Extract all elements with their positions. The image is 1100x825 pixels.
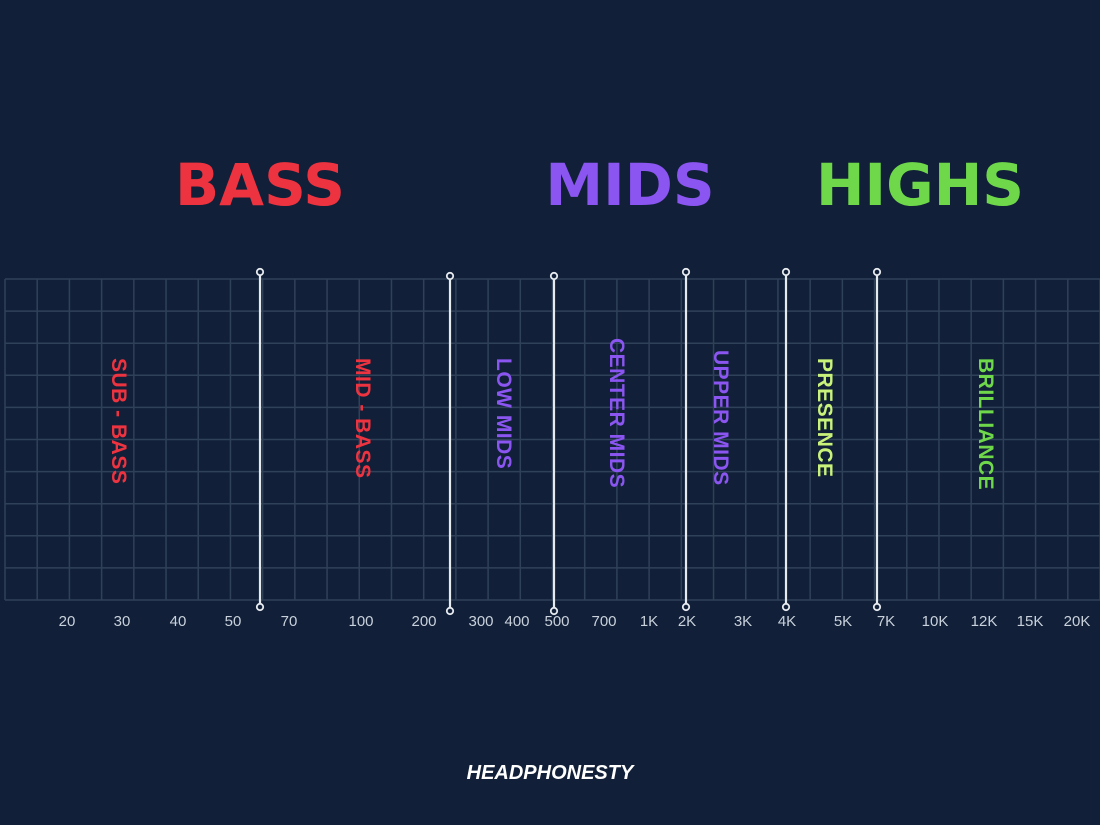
- tick-label: 300: [468, 613, 494, 630]
- tick-label: 40: [169, 613, 187, 630]
- band-divider-handle: [681, 267, 691, 277]
- tick-label: 70: [280, 613, 298, 630]
- mids-heading: MIDS: [545, 151, 715, 219]
- band-divider-handle: [255, 602, 265, 612]
- tick-label: 10K: [921, 613, 949, 630]
- band-divider-handle: [681, 602, 691, 612]
- band-divider-handle: [549, 271, 559, 281]
- band-label-low-mids: LOW MIDS: [492, 358, 515, 470]
- tick-label: 400: [504, 613, 530, 630]
- headphonesty-logo: HEADPHONESTY: [466, 762, 634, 784]
- band-label-center-mids: CENTER MIDS: [605, 338, 628, 489]
- band-label-mid-bass: MID - BASS: [351, 358, 374, 479]
- tick-label: 5K: [833, 613, 853, 630]
- tick-label: 100: [348, 613, 374, 630]
- band-divider-handle: [549, 606, 559, 616]
- tick-label: 15K: [1016, 613, 1044, 630]
- band-label-sub-bass: SUB - BASS: [107, 358, 130, 485]
- band-divider-handle: [781, 602, 791, 612]
- bass-heading: BASS: [174, 151, 346, 219]
- band-divider-handle: [781, 267, 791, 277]
- tick-label: 2K: [677, 613, 697, 630]
- tick-label: 7K: [876, 613, 896, 630]
- tick-label: 12K: [970, 613, 998, 630]
- highs-heading: HIGHS: [815, 151, 1025, 219]
- tick-label: 700: [591, 613, 617, 630]
- tick-label: 500: [544, 613, 570, 630]
- band-label-brilliance: BRILLIANCE: [974, 358, 997, 491]
- band-divider-handle: [445, 606, 455, 616]
- tick-label: 20: [58, 613, 76, 630]
- band-divider-handle: [445, 271, 455, 281]
- tick-label: 20K: [1063, 613, 1091, 630]
- band-divider-handle: [255, 267, 265, 277]
- tick-label: 50: [224, 613, 242, 630]
- tick-label: 1K: [639, 613, 659, 630]
- band-label-upper-mids: UPPER MIDS: [709, 350, 732, 486]
- band-divider-handle: [872, 267, 882, 277]
- tick-label: 30: [113, 613, 131, 630]
- band-divider-handle: [872, 602, 882, 612]
- band-label-presence: PRESENCE: [813, 358, 836, 478]
- tick-label: 4K: [777, 613, 797, 630]
- tick-label: 200: [411, 613, 437, 630]
- tick-label: 3K: [733, 613, 753, 630]
